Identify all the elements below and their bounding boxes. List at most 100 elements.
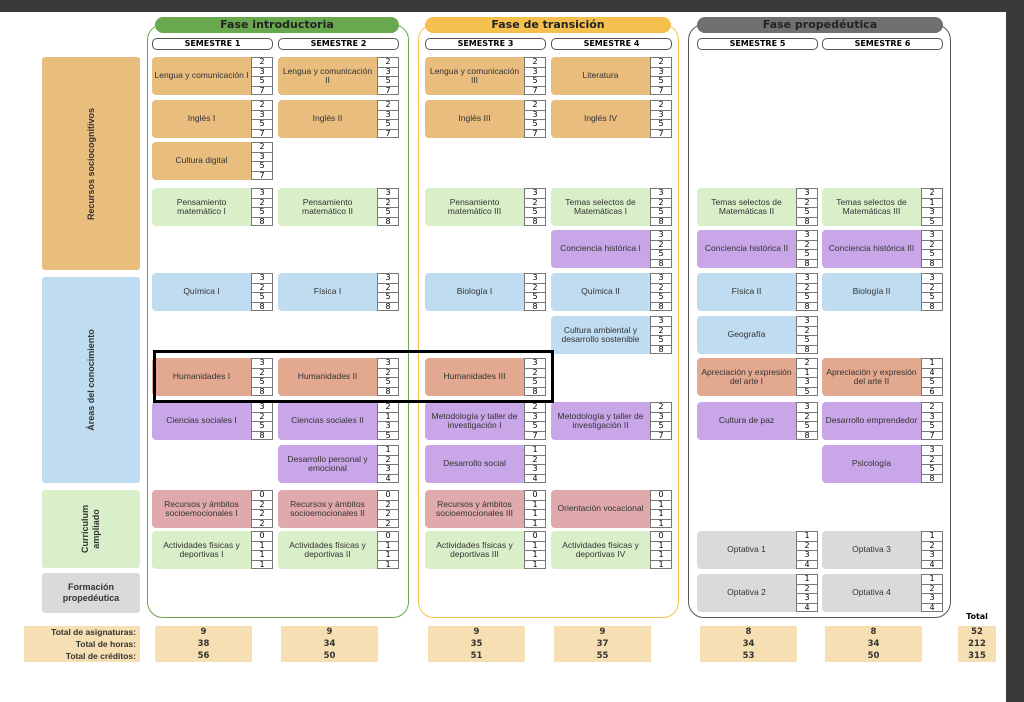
course-number: 2 xyxy=(525,368,545,378)
course-number: 7 xyxy=(532,430,538,440)
course-name: Física I xyxy=(278,273,377,311)
course-card[interactable]: Lengua y comunicación III 2 3 5 7 xyxy=(425,57,546,95)
course-card[interactable]: Cultura ambiental y desarrollo sostenibl… xyxy=(551,316,672,354)
course-card[interactable]: Temas selectos de Matemáticas III 2 1 3 5 xyxy=(822,188,943,226)
course-number: 2 xyxy=(922,188,942,199)
highlight-box-humanidades xyxy=(153,350,554,403)
course-name: Optativa 2 xyxy=(697,574,796,612)
category-label: Currículum ampliado xyxy=(80,505,101,554)
course-card[interactable]: Desarrollo personal y emocional 1 2 3 4 xyxy=(278,445,399,483)
course-number: 7 xyxy=(259,128,265,138)
course-card[interactable]: Biología II 3 2 5 8 xyxy=(822,273,943,311)
course-number: 5 xyxy=(252,161,272,172)
course-number: 8 xyxy=(804,430,810,440)
course-card[interactable]: Cultura digital 2 3 5 7 xyxy=(152,142,273,180)
course-card[interactable]: Pensamiento matemático II 3 2 5 8 xyxy=(278,188,399,226)
course-card[interactable]: Física II 3 2 5 8 xyxy=(697,273,818,311)
course-card[interactable]: Ciencias sociales II 2 1 3 5 xyxy=(278,402,399,440)
course-card[interactable]: Actividades físicas y deportivas III 0 1 1 1 xyxy=(425,531,546,569)
course-number: 5 xyxy=(385,430,391,440)
course-card[interactable]: Desarrollo emprendedor 2 3 5 7 xyxy=(822,402,943,440)
course-card[interactable]: Conciencia histórica III 3 2 5 8 xyxy=(822,230,943,268)
course-number: 3 xyxy=(922,273,942,284)
course-number: 3 xyxy=(378,188,398,199)
course-card[interactable]: Actividades físicas y deportivas IV 0 1 1 1 xyxy=(551,531,672,569)
course-number: 4 xyxy=(532,473,538,483)
course-number: 0 xyxy=(525,490,545,501)
course-number: 1 xyxy=(532,518,538,528)
phase-propedeutica-title: Fase propedéutica xyxy=(697,17,943,33)
viewer-scrollbar[interactable] xyxy=(1006,0,1024,702)
course-name: Cultura ambiental y desarrollo sostenibl… xyxy=(551,316,650,354)
course-card[interactable]: Apreciación y expresión del arte II 1 4 5 6 xyxy=(822,358,943,396)
course-number: 5 xyxy=(922,377,942,388)
course-number: 2 xyxy=(922,402,942,413)
course-card[interactable]: Inglés II 2 3 5 7 xyxy=(278,100,399,138)
course-card[interactable]: Cultura de paz 3 2 5 8 xyxy=(697,402,818,440)
course-card[interactable]: Desarrollo social 1 2 3 4 xyxy=(425,445,546,483)
course-number: 2 xyxy=(252,509,272,520)
course-number: 2 xyxy=(525,57,545,68)
course-card[interactable]: Geografía 3 2 5 8 xyxy=(697,316,818,354)
course-card[interactable]: Literatura 2 3 5 7 xyxy=(551,57,672,95)
course-number: 8 xyxy=(259,216,265,226)
course-number: 3 xyxy=(525,188,545,199)
course-number: 3 xyxy=(922,207,942,218)
total-cell: 35 xyxy=(428,638,525,650)
course-number: 1 xyxy=(651,509,671,520)
course-number: 2 xyxy=(922,455,942,465)
course-card[interactable]: Inglés IV 2 3 5 7 xyxy=(551,100,672,138)
course-number: 8 xyxy=(658,216,664,226)
course-number: 5 xyxy=(797,292,817,303)
course-number: 5 xyxy=(929,216,935,226)
course-card[interactable]: Inglés III 2 3 5 7 xyxy=(425,100,546,138)
course-card[interactable]: Conciencia histórica II 3 2 5 8 xyxy=(697,230,818,268)
course-number: 2 xyxy=(378,455,398,465)
course-number: 4 xyxy=(804,559,810,569)
course-card[interactable]: Lengua y comunicación II 2 3 5 7 xyxy=(278,57,399,95)
course-number: 2 xyxy=(252,368,272,378)
course-card[interactable]: Psicología 3 2 5 8 xyxy=(822,445,943,483)
category-label: Recursos sociocognitivos xyxy=(86,107,96,220)
course-card[interactable]: Humanidades II 3 2 5 8 xyxy=(278,358,399,396)
course-number: 5 xyxy=(252,377,272,388)
course-number: 1 xyxy=(651,541,671,551)
course-card[interactable]: Humanidades III 3 2 5 8 xyxy=(425,358,546,396)
course-card[interactable]: Pensamiento matemático III 3 2 5 8 xyxy=(425,188,546,226)
course-card[interactable]: Recursos y ámbitos socioemocionales II 0 2… xyxy=(278,490,399,528)
course-card[interactable]: Orientación vocacional 0 1 1 1 xyxy=(551,490,672,528)
course-card[interactable]: Actividades físicas y deportivas II 0 1 1 1 xyxy=(278,531,399,569)
course-number: 1 xyxy=(385,559,391,569)
course-card[interactable]: Química II 3 2 5 8 xyxy=(551,273,672,311)
course-number: 3 xyxy=(797,593,817,604)
semester-header: SEMESTRE 3 xyxy=(425,38,546,50)
course-number: 1 xyxy=(922,198,942,208)
course-card[interactable]: Temas selectos de Matemáticas II 3 2 5 8 xyxy=(697,188,818,226)
course-name: Cultura de paz xyxy=(697,402,796,440)
course-card[interactable]: Metodología y taller de investigación II… xyxy=(551,402,672,440)
course-card[interactable]: Recursos y ámbitos socioemocionales III 0… xyxy=(425,490,546,528)
